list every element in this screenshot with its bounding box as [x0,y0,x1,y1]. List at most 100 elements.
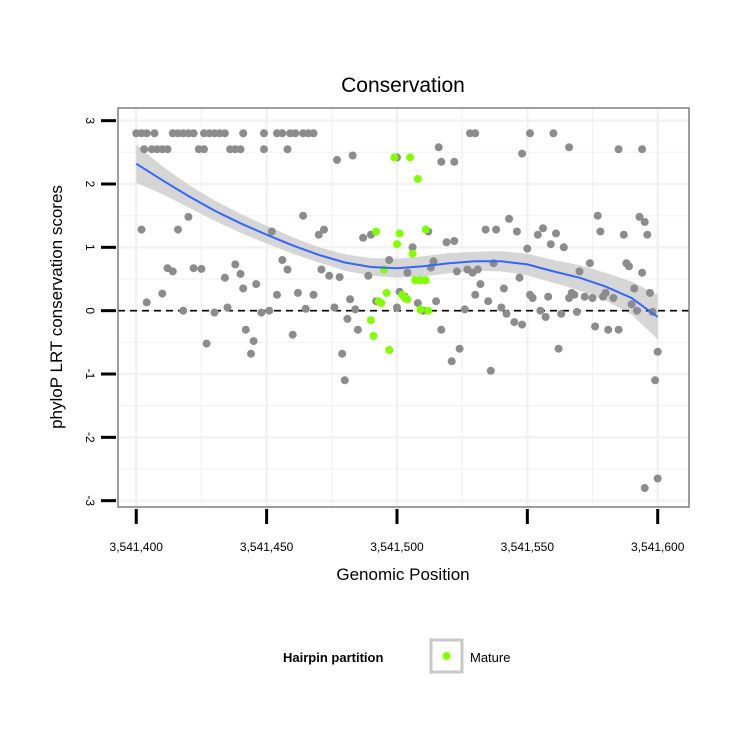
point-other [518,149,527,158]
point-other [257,308,266,317]
point-other [645,288,654,297]
point-other [447,357,456,366]
point-other [452,267,461,276]
smooth-trend-line [135,162,659,318]
panel-background [118,108,689,507]
point-other [267,227,276,236]
point-other [340,376,349,385]
point-mature [395,229,404,238]
point-other [552,229,560,238]
point-other [241,325,250,334]
point-other [325,271,334,280]
point-other [338,349,347,358]
point-other [189,129,198,138]
point-other [288,330,297,339]
point-other [580,292,589,301]
point-other [202,339,211,348]
point-other [247,349,255,358]
point-mature [406,153,414,162]
point-other [200,145,208,154]
point-other [343,314,352,323]
point-other [351,305,360,314]
series-other-points [132,129,662,492]
point-other [239,284,248,293]
point-other [502,309,511,318]
point-mature [403,295,412,304]
legend-label-mature: Mature [470,650,510,665]
x-tick-label: 3,541,600 [631,540,685,554]
point-other [497,303,506,312]
y-axis-label: phyloP LRT conservation scores [47,185,66,429]
point-other [393,303,401,312]
x-tick-label: 3,541,550 [501,540,555,554]
point-other [585,259,594,268]
point-other [437,157,446,166]
point-other [168,267,177,276]
point-other [492,225,501,234]
point-other [484,297,493,306]
point-other [549,129,558,138]
point-other [557,309,566,318]
point-other [403,268,412,277]
x-tick-label: 3,541,400 [110,540,164,554]
point-other [591,322,600,331]
point-other [528,294,537,302]
point-other [330,303,339,312]
point-other [210,308,219,317]
y-tick-label: -3 [83,495,97,506]
point-mature [416,305,425,314]
point-other [364,271,373,280]
point-other [437,325,446,334]
point-other [260,145,268,154]
point-mature [421,276,430,285]
point-other [353,325,362,334]
y-axis: -3 -2 -1 0 1 2 3 [83,117,116,506]
point-other [638,268,647,277]
panel-border [117,107,690,508]
point-other [541,313,550,321]
point-other [526,129,534,138]
point-other [455,344,464,353]
point-other [317,265,326,274]
point-other [283,265,292,274]
point-other [638,145,647,154]
point-other [140,145,149,154]
point-other [320,225,328,234]
point-other [236,145,245,154]
point-other [596,227,605,236]
point-mature [366,316,375,325]
legend-title: Hairpin partition [283,650,383,665]
point-other [335,273,344,282]
point-other [609,294,618,302]
point-other [278,256,287,264]
point-mature [424,306,433,315]
point-other [559,243,568,252]
point-other [512,227,521,236]
point-other [291,129,300,138]
point-other [544,292,553,301]
point-other [635,212,644,221]
y-tick-label: -2 [83,432,97,443]
point-other [486,366,495,375]
point-other [189,264,198,273]
point-other [163,145,172,154]
x-tick-label: 3,541,500 [370,540,424,554]
point-other [546,240,555,249]
point-other [283,145,292,154]
point-other [450,237,459,245]
point-other [614,145,623,154]
point-other [651,376,660,385]
point-mature [385,345,394,354]
point-other [273,290,281,299]
y-tick-label: 1 [83,244,97,251]
point-other [137,225,146,234]
point-other [197,264,206,273]
point-other [640,484,649,492]
point-other [471,290,480,299]
point-other [565,143,574,152]
point-mature [421,225,430,234]
point-other [510,318,519,327]
point-other [142,129,151,138]
point-other [653,474,662,483]
